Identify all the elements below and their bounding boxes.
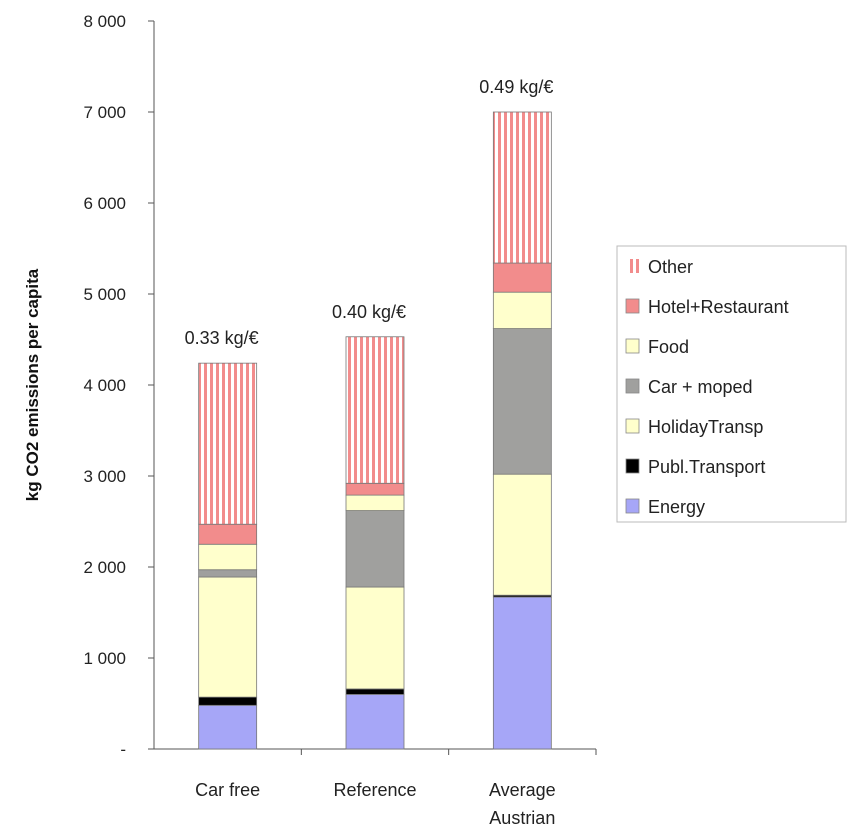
y-tick-label: 3 000: [83, 467, 126, 486]
legend-label-other: Other: [648, 257, 693, 277]
bar-annotation: 0.33 kg/€: [185, 328, 259, 348]
bar-segment-hotel-restaurant: [345, 482, 405, 496]
legend-swatch-hotel-restaurant: [625, 298, 640, 314]
bar-segment-holidaytransp: [345, 586, 405, 690]
bar-segment-energy: [198, 704, 258, 750]
bar-annotation: 0.49 kg/€: [479, 77, 553, 97]
legend-label-car-moped: Car + moped: [648, 377, 753, 397]
y-tick-label: -: [120, 740, 126, 759]
bar-segment-other: [198, 362, 258, 525]
bar-annotation: 0.40 kg/€: [332, 302, 406, 322]
x-category-label: Reference: [333, 780, 416, 800]
legend-label-hotel-restaurant: Hotel+Restaurant: [648, 297, 789, 317]
y-tick-label: 8 000: [83, 12, 126, 31]
legend-swatch-other: [627, 259, 639, 273]
legend-swatch-car-moped: [625, 378, 640, 394]
bar-segment-energy: [492, 596, 552, 750]
bar-segment-energy: [345, 694, 405, 750]
y-tick-label: 7 000: [83, 103, 126, 122]
legend-swatch-holidaytransp: [625, 418, 640, 434]
bar-segment-hotel-restaurant: [198, 523, 258, 545]
legend-label-energy: Energy: [648, 497, 705, 517]
legend-swatch-publ-transport: [625, 458, 640, 474]
x-category-label: Average Austrian: [489, 780, 556, 828]
legend-label-holidaytransp: HolidayTransp: [648, 417, 763, 437]
bar-segment-publ-transport: [198, 696, 258, 706]
bar-segment-hotel-restaurant: [492, 262, 552, 293]
y-tick-label: 4 000: [83, 376, 126, 395]
bar-segment-food: [492, 291, 552, 329]
legend-swatch-food: [625, 338, 640, 354]
bar-segment-food: [198, 543, 258, 571]
y-tick-label: 2 000: [83, 558, 126, 577]
bar-segment-publ-transport: [345, 688, 405, 695]
legend-swatch-energy: [625, 498, 640, 514]
bar-segment-car-moped: [492, 328, 552, 475]
x-category-label: Car free: [195, 780, 260, 800]
bar-segment-holidaytransp: [492, 473, 552, 596]
y-tick-label: 6 000: [83, 194, 126, 213]
bar-segment-food: [345, 494, 405, 511]
bar-segment-car-moped: [345, 510, 405, 588]
bar-segment-car-moped: [198, 569, 258, 578]
bar-segment-other: [492, 111, 552, 264]
y-axis-label: kg CO2 emissions per capita: [23, 268, 42, 501]
bar-segment-other: [345, 336, 405, 484]
y-tick-label: 5 000: [83, 285, 126, 304]
bar-segment-holidaytransp: [198, 576, 258, 698]
legend-box: [616, 245, 847, 523]
y-tick-label: 1 000: [83, 649, 126, 668]
legend-label-food: Food: [648, 337, 689, 357]
legend-label-publ-transport: Publ.Transport: [648, 457, 765, 477]
